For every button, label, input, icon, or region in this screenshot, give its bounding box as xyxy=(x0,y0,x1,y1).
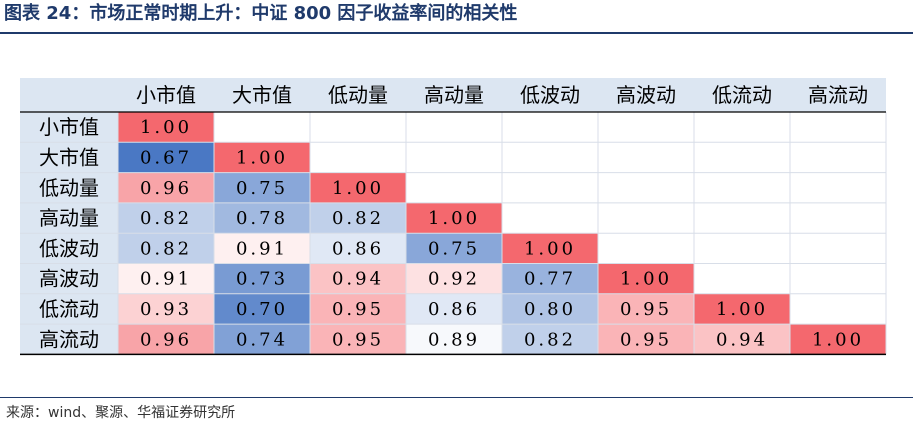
heatmap-cell xyxy=(406,293,502,325)
cell-value: 0.91 xyxy=(236,238,288,259)
heatmap-cell xyxy=(118,293,214,325)
heatmap-cell xyxy=(214,233,310,264)
source-note: 来源：wind、聚源、华福证券研究所 xyxy=(6,405,236,421)
cell-value: 0.86 xyxy=(428,299,480,320)
cell-value: 0.95 xyxy=(620,329,672,350)
column-header: 低波动 xyxy=(520,83,580,107)
cell-value: 1.00 xyxy=(140,117,192,138)
cell-value: 1.00 xyxy=(620,269,672,290)
column-header: 大市值 xyxy=(232,83,292,107)
cell-value: 0.86 xyxy=(332,238,384,259)
cell-value: 0.75 xyxy=(428,238,480,259)
heatmap-cell xyxy=(694,324,790,355)
heatmap-cell xyxy=(118,112,214,143)
heatmap-cell xyxy=(310,233,406,264)
heatmap-cell xyxy=(790,324,886,355)
column-header: 高动量 xyxy=(424,83,484,107)
heatmap-cell xyxy=(502,324,598,355)
cell-value: 0.82 xyxy=(332,208,384,229)
row-header: 小市值 xyxy=(39,115,99,139)
heatmap-cell xyxy=(598,324,694,355)
cell-value: 0.70 xyxy=(236,299,288,320)
row-header: 高流动 xyxy=(39,327,99,351)
row-header: 低动量 xyxy=(39,176,99,200)
heatmap-cell xyxy=(214,142,310,173)
cell-value: 0.92 xyxy=(428,269,480,290)
heatmap-cell xyxy=(598,293,694,325)
row-header: 高波动 xyxy=(39,267,99,291)
footer-rule xyxy=(0,397,913,398)
heatmap-cell xyxy=(502,293,598,325)
heatmap-cell xyxy=(502,233,598,264)
cell-value: 0.74 xyxy=(236,329,288,350)
heatmap-cell xyxy=(214,202,310,234)
row-header: 高动量 xyxy=(39,206,99,230)
cell-value: 0.82 xyxy=(140,238,192,259)
heatmap-cell xyxy=(694,293,790,325)
column-header: 小市值 xyxy=(136,83,196,107)
cell-value: 0.82 xyxy=(140,208,192,229)
heatmap-cell xyxy=(310,263,406,294)
heatmap-cell xyxy=(310,324,406,355)
heatmap-cell xyxy=(118,202,214,234)
cell-value: 1.00 xyxy=(428,208,480,229)
cell-value: 0.78 xyxy=(236,208,288,229)
row-header: 低波动 xyxy=(39,236,99,260)
cell-value: 1.00 xyxy=(236,147,288,168)
cell-value: 0.95 xyxy=(332,329,384,350)
title-underline xyxy=(0,32,913,34)
heatmap-cell xyxy=(406,202,502,234)
cell-value: 0.80 xyxy=(524,299,576,320)
column-header: 高流动 xyxy=(808,83,868,107)
cell-value: 0.67 xyxy=(140,147,192,168)
cell-value: 0.94 xyxy=(332,269,384,290)
cell-value: 0.95 xyxy=(620,299,672,320)
cell-value: 0.73 xyxy=(236,269,288,290)
heatmap-cell xyxy=(502,263,598,294)
cell-value: 1.00 xyxy=(524,238,576,259)
cell-value: 0.94 xyxy=(716,329,768,350)
heatmap-cell xyxy=(214,172,310,203)
cell-value: 0.95 xyxy=(332,299,384,320)
row-header: 低流动 xyxy=(39,297,99,321)
cell-value: 0.96 xyxy=(140,178,192,199)
heatmap-cell xyxy=(214,263,310,294)
column-header: 低流动 xyxy=(712,83,772,107)
heatmap-cell xyxy=(406,233,502,264)
cell-value: 1.00 xyxy=(716,299,768,320)
cell-value: 0.91 xyxy=(140,269,192,290)
cell-value: 0.77 xyxy=(524,269,576,290)
heatmap-cell xyxy=(118,324,214,355)
cell-value: 0.93 xyxy=(140,299,192,320)
heatmap-cell xyxy=(310,293,406,325)
header-row-bg xyxy=(20,78,886,112)
cell-value: 1.00 xyxy=(332,178,384,199)
cell-value: 0.89 xyxy=(428,329,480,350)
cell-value: 0.82 xyxy=(524,329,576,350)
column-header: 高波动 xyxy=(616,83,676,107)
heatmap-cell xyxy=(406,263,502,294)
chart-title: 图表 24：市场正常时期上升：中证 800 因子收益率间的相关性 xyxy=(4,3,518,24)
cell-value: 0.75 xyxy=(236,178,288,199)
heatmap-cell xyxy=(310,202,406,234)
heatmap-cell xyxy=(406,324,502,355)
heatmap-cell xyxy=(118,172,214,203)
cell-value: 1.00 xyxy=(812,329,864,350)
heatmap-cell xyxy=(310,172,406,203)
heatmap-cell xyxy=(214,293,310,325)
heatmap-cell xyxy=(214,324,310,355)
heatmap-cell xyxy=(598,263,694,294)
row-header: 大市值 xyxy=(39,145,99,169)
column-header: 低动量 xyxy=(328,83,388,107)
heatmap-cell xyxy=(118,233,214,264)
heatmap-cell xyxy=(118,263,214,294)
cell-value: 0.96 xyxy=(140,329,192,350)
heatmap-cell xyxy=(118,142,214,173)
